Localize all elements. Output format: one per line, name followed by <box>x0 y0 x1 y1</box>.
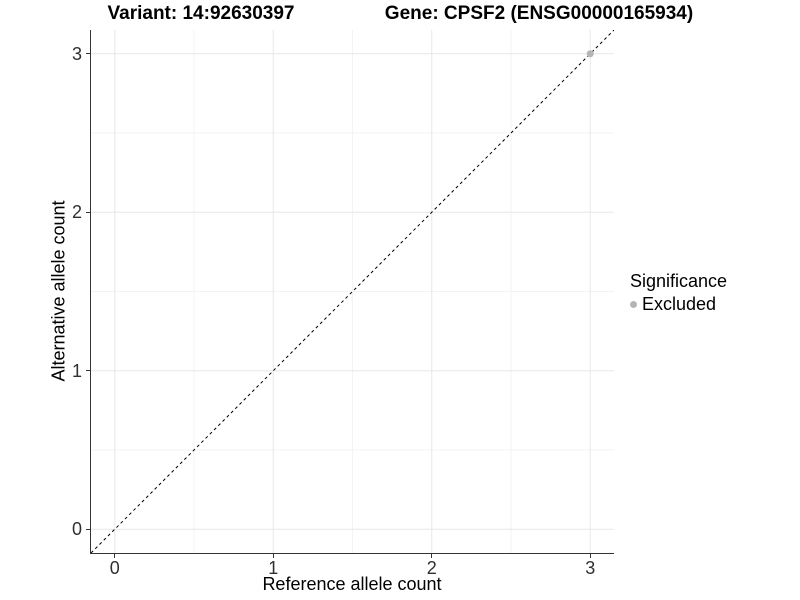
legend: Significance Excluded <box>630 270 780 315</box>
y-tick-label: 3 <box>71 43 82 64</box>
plot-panel <box>90 30 614 554</box>
plot-title-variant: Variant: 14:92630397 <box>107 3 295 24</box>
x-tick-mark <box>272 553 274 558</box>
legend-item-label: Excluded <box>642 294 717 314</box>
x-tick-label: 3 <box>585 558 596 578</box>
legend-title: Significance <box>630 271 728 291</box>
x-axis-ticks: 0 1 2 3 <box>91 553 614 583</box>
x-tick-mark <box>114 553 116 558</box>
x-tick-mark <box>589 553 591 558</box>
plot-area <box>91 30 614 553</box>
y-tick-mark <box>86 528 91 530</box>
y-tick-label: 2 <box>71 202 82 223</box>
legend-item-excluded: Excluded <box>630 293 780 315</box>
data-point <box>586 50 594 58</box>
x-tick-mark <box>431 553 433 558</box>
y-tick-mark <box>86 53 91 55</box>
x-tick-label: 2 <box>426 558 437 578</box>
x-tick-label: 1 <box>268 558 279 578</box>
legend-point-icon <box>630 300 637 308</box>
y-tick-mark <box>86 370 91 372</box>
y-axis-ticks: 0 1 2 3 <box>52 30 91 553</box>
y-tick-label: 1 <box>71 360 82 381</box>
plot-title-gene: Gene: CPSF2 (ENSG00000165934) <box>384 3 694 24</box>
x-tick-label: 0 <box>109 558 120 578</box>
x-axis-title: Reference allele count <box>262 574 442 594</box>
y-axis-title: Alternative allele count <box>48 200 69 382</box>
y-tick-label: 0 <box>71 519 82 540</box>
y-tick-mark <box>86 211 91 213</box>
